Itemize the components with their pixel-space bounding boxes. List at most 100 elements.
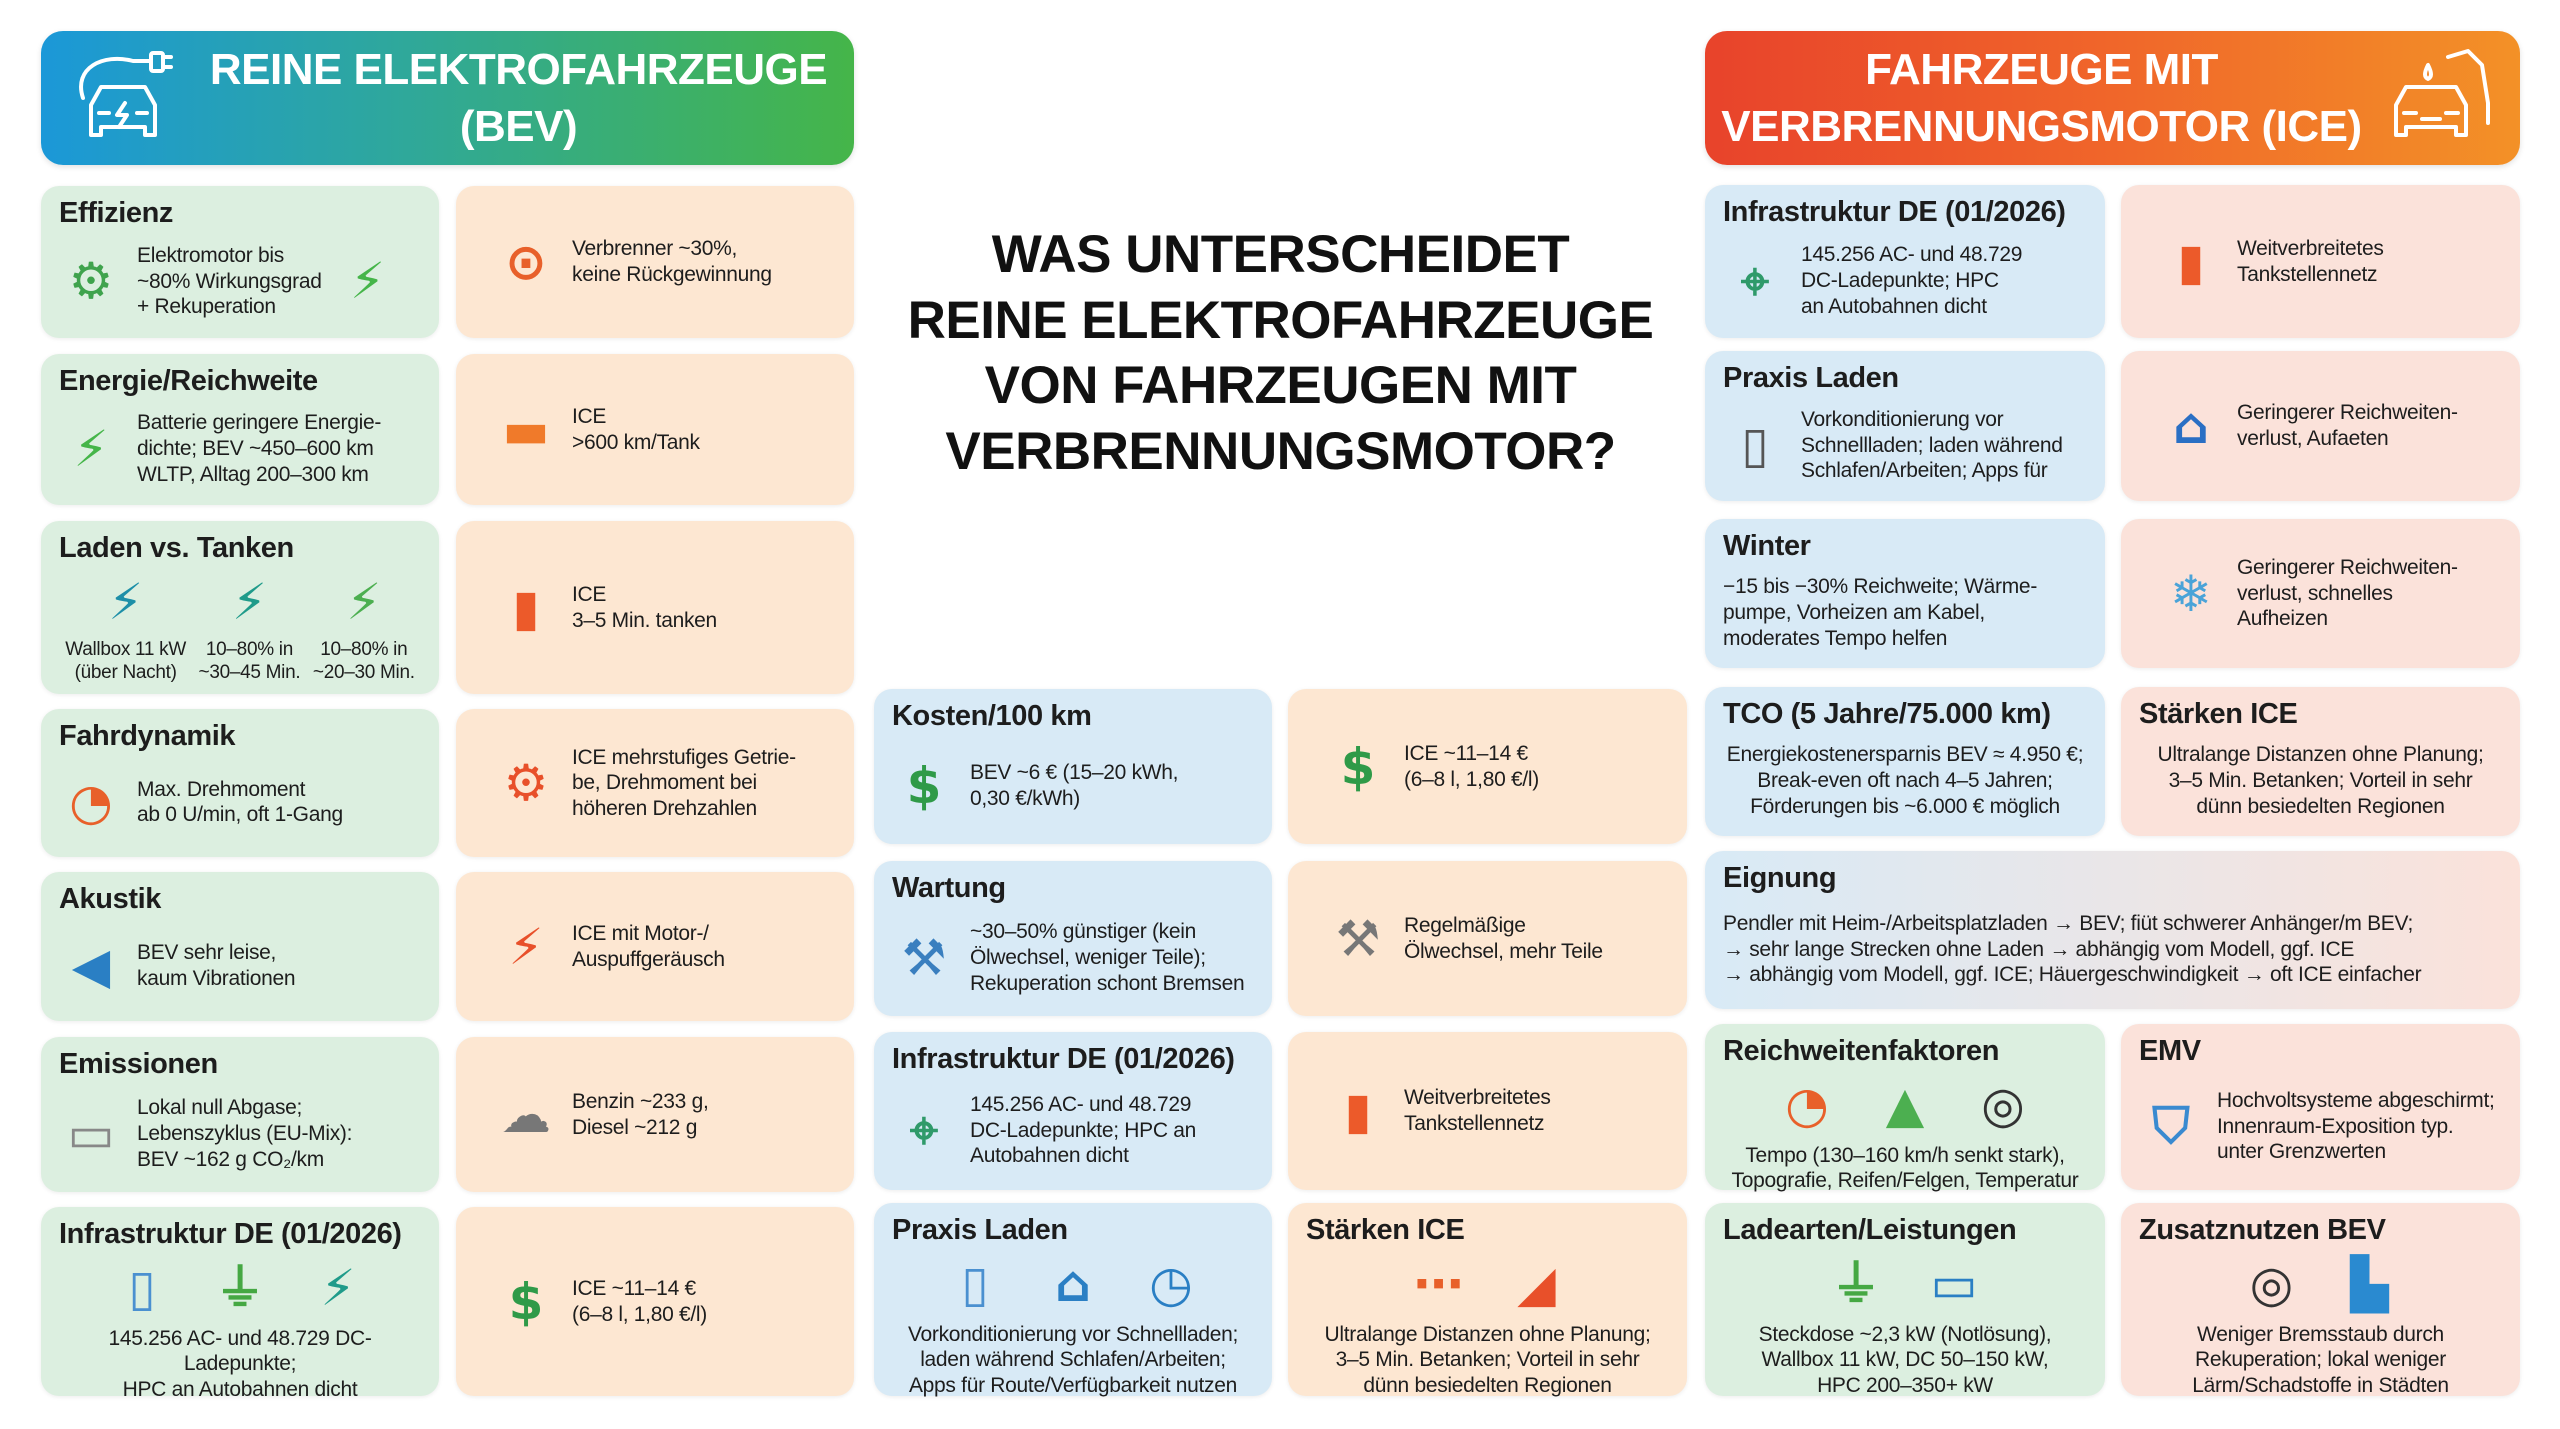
- map-icon: ⌖: [909, 1101, 939, 1160]
- charging-station-icon: ⚡: [231, 572, 267, 631]
- card-body: ⚡ Wallbox 11 kW (über Nacht) ⚡ 10–80% in ~3…: [59, 570, 421, 684]
- engine-icon: ⚡: [508, 917, 544, 976]
- bev-header-title: REINE ELEKTROFAHRZEUGE (BEV): [209, 44, 828, 151]
- card-title: Eignung: [1723, 862, 1837, 894]
- card-title: Praxis Laden: [1723, 362, 1899, 394]
- plug-icon: ⏚: [1831, 1254, 1881, 1313]
- card-text: 145.256 AC- und 48.729 DC-Ladepunkte; HP…: [1801, 243, 2023, 318]
- card-laden-vs-tanken: Laden vs. Tanken ⚡ Wallbox 11 kW (über Nac…: [41, 521, 439, 694]
- card-body: −15 bis −30% Reichweite; Wärme- pumpe, V…: [1723, 568, 2087, 658]
- card-ice-comparison: ▬ ICE >600 km/Tank: [456, 354, 854, 505]
- card-text: Regelmäßige Ölwechsel, mehr Teile: [1404, 913, 1603, 963]
- card-body: ◔ ▲ ◎ Tempo (130–160 km/h senkt stark), Top…: [1723, 1073, 2087, 1194]
- card-text: Lokal null Abgase; Lebenszyklus (EU-Mix)…: [137, 1096, 353, 1171]
- card-text: ~30–50% günstiger (kein Ölwechsel, wenig…: [970, 920, 1245, 995]
- card-tco-5-jahre-75-000-km: TCO (5 Jahre/75.000 km) Energiekostenersp…: [1705, 687, 2105, 836]
- card-title: Emissionen: [59, 1048, 218, 1080]
- card-title: Effizienz: [59, 197, 174, 229]
- card-text: ICE ~11–14 € (6–8 l, 1,80 €/l): [1404, 741, 1539, 791]
- map-icon: ⌖: [1740, 251, 1770, 310]
- card-title: Energie/Reichweite: [59, 365, 318, 397]
- smartphone-app-icon: ▯: [1741, 416, 1769, 475]
- card-body: ▯ Vorkonditionierung vor Schnellladen; la…: [1723, 400, 2087, 491]
- card-body: ⚙ ICE mehrstufiges Getrie- be, Drehmoment…: [474, 719, 836, 847]
- card-ice-comparison: ⚙ ICE mehrstufiges Getrie- be, Drehmoment…: [456, 709, 854, 857]
- icon-row: ◔ ▲ ◎: [1775, 1073, 2035, 1137]
- card-text: Verbrenner ~30%, keine Rückgewinnung: [572, 237, 772, 286]
- card-ice-comparison: $ ICE ~11–14 € (6–8 l, 1,80 €/l): [456, 1207, 854, 1396]
- card-wartung: Wartung ⚒ ~30–50% günstiger (kein Ölwechse…: [874, 861, 1272, 1016]
- card-body: Energiekostenersparnis BEV ≈ 4.950 €; Br…: [1723, 736, 2087, 826]
- snowflake-icon: ❄: [2170, 564, 2212, 623]
- card-text: Elektromotor bis ~80% Wirkungsgrad + Rek…: [137, 243, 322, 319]
- car-fuel-nozzle-icon: [2394, 49, 2490, 137]
- money-icon: $: [1340, 737, 1376, 796]
- electric-car-plug-icon: [79, 51, 173, 137]
- card-body: ⚙ Elektromotor bis ~80% Wirkungsgrad + Re…: [59, 235, 421, 328]
- clock-icon: ◷: [1149, 1254, 1193, 1313]
- card-text: Energiekostenersparnis BEV ≈ 4.950 €; Br…: [1726, 743, 2084, 818]
- tire-icon: ◎: [1981, 1075, 2025, 1134]
- card-title: Ladearten/Leistungen: [1723, 1214, 2017, 1246]
- card-praxis-laden: Praxis Laden ▯ ⌂ ◷ Vorkonditionierung vor Sc…: [874, 1203, 1272, 1397]
- card-title: Infrastruktur DE (01/2026): [59, 1218, 402, 1250]
- card-text: Batterie geringere Energie- dichte; BEV …: [137, 411, 382, 486]
- card-body: ⚒ ~30–50% günstiger (kein Ölwechsel, weni…: [892, 910, 1254, 1006]
- card-text: Steckdose ~2,3 kW (Notlösung), Wallbox 1…: [1758, 1322, 2052, 1398]
- card-body: $ ICE ~11–14 € (6–8 l, 1,80 €/l): [1306, 699, 1669, 834]
- card-text: Geringerer Reichweiten- verlust, Aufaete…: [2237, 401, 2458, 450]
- charging-option: ⚡ 10–80% in ~20–30 Min.: [313, 570, 415, 684]
- card-ice-comparison: ⌂ Geringerer Reichweiten- verlust, Aufaet…: [2121, 351, 2520, 501]
- card-ice-comparison: ▮ Weitverbreitetes Tankstellennetz: [2121, 185, 2520, 338]
- card-praxis-laden: Praxis Laden ▯ Vorkonditionierung vor Schn…: [1705, 351, 2105, 501]
- card-body: ⚡ ICE mit Motor-/ Auspuffgeräusch: [474, 882, 836, 1011]
- route-icon: ⋯: [1413, 1254, 1464, 1313]
- card-text: BEV ~6 € (15–20 kWh, 0,30 €/kWh): [970, 761, 1179, 810]
- card-text: ICE >600 km/Tank: [572, 404, 700, 454]
- card-zusatznutzen-bev: Zusatznutzen BEV ◎ ▙ Weniger Bremsstaub dur…: [2121, 1203, 2520, 1398]
- charging-option: ⚡ Wallbox 11 kW (über Nacht): [65, 570, 186, 684]
- card-text: ICE ~11–14 € (6–8 l, 1,80 €/l): [572, 1276, 707, 1326]
- card-title: Kosten/100 km: [892, 700, 1092, 732]
- card-infrastruktur-de-01-2026: Infrastruktur DE (01/2026) ⌖ 145.256 AC- u…: [1705, 185, 2105, 338]
- exhaust-pipe-icon: ▭: [67, 1104, 115, 1163]
- card-text: Vorkonditionierung vor Schnellladen; lad…: [1801, 407, 2063, 483]
- card-title: Praxis Laden: [892, 1214, 1068, 1246]
- card-text: Ultralange Distanzen ohne Planung; 3–5 M…: [1324, 1322, 1651, 1398]
- battery-icon: ⚡: [73, 419, 109, 478]
- card-text: 145.256 AC- und 48.729 DC-Ladepunkte; HP…: [970, 1092, 1196, 1168]
- card-title: Reichweitenfaktoren: [1723, 1035, 2000, 1067]
- card-text: Weitverbreitetes Tankstellennetz: [1404, 1086, 1551, 1135]
- electric-motor-icon: ⚙: [68, 252, 114, 311]
- card-ice-comparison: ▮ ICE 3–5 Min. tanken: [456, 521, 854, 694]
- card-text: Tempo (130–160 km/h senkt stark), Topogr…: [1731, 1143, 2079, 1193]
- card-title: EMV: [2139, 1035, 2201, 1067]
- card-body: ❄ Geringerer Reichweiten- verlust, schnel…: [2139, 529, 2502, 658]
- card-body: $ ICE ~11–14 € (6–8 l, 1,80 €/l): [474, 1217, 836, 1386]
- card-title: Infrastruktur DE (01/2026): [892, 1043, 1235, 1075]
- card-body: ⌖ 145.256 AC- und 48.729 DC-Ladepunkte; H…: [892, 1081, 1254, 1180]
- bev-header: REINE ELEKTROFAHRZEUGE (BEV): [41, 31, 854, 165]
- card-title: Fahrdynamik: [59, 720, 236, 752]
- card-fahrdynamik: Fahrdynamik ◔ Max. Drehmoment ab 0 U/min, …: [41, 709, 439, 857]
- card-emv: EMV ⛉ Hochvoltsysteme abgeschirmt; Innenra…: [2121, 1024, 2520, 1190]
- card-title: Akustik: [59, 883, 161, 915]
- card-body: ▮ Weitverbreitetes Tankstellennetz: [2139, 195, 2502, 328]
- card-infrastruktur-de-01-2026: Infrastruktur DE (01/2026) ⌖ 145.256 AC- u…: [874, 1032, 1272, 1190]
- icon-row: ▯ ⏚ ⚡: [110, 1256, 370, 1320]
- card-text: Weniger Bremsstaub durch Rekuperation; l…: [2192, 1322, 2449, 1398]
- card-title: Zusatznutzen BEV: [2139, 1214, 2386, 1246]
- wallbox-icon: ⚡: [108, 572, 144, 631]
- card-body: ▯ ⏚ ⚡ 145.256 AC- und 48.729 DC-Ladepunkte;…: [59, 1256, 421, 1403]
- tire-icon: ◎: [2249, 1254, 2294, 1313]
- card-ice-comparison: ▮ Weitverbreitetes Tankstellennetz: [1288, 1032, 1687, 1190]
- ice-header-title: FAHRZEUGE MIT VERBRENNUNGSMOTOR (ICE): [1721, 44, 2362, 151]
- card-title: Wartung: [892, 872, 1006, 904]
- card-title: Infrastruktur DE (01/2026): [1723, 196, 2066, 228]
- smartphone-icon: ▯: [128, 1258, 156, 1317]
- card-energie-reichweite: Energie/Reichweite ⚡ Batterie geringere En…: [41, 354, 439, 505]
- fuel-pump-icon: ▮: [512, 578, 540, 637]
- card-text: Geringerer Reichweiten- verlust, schnell…: [2237, 556, 2458, 631]
- charging-station-icon: ⚡: [320, 1258, 356, 1317]
- card-reichweitenfaktoren: Reichweitenfaktoren ◔ ▲ ◎ Tempo (130–160 km/…: [1705, 1024, 2105, 1192]
